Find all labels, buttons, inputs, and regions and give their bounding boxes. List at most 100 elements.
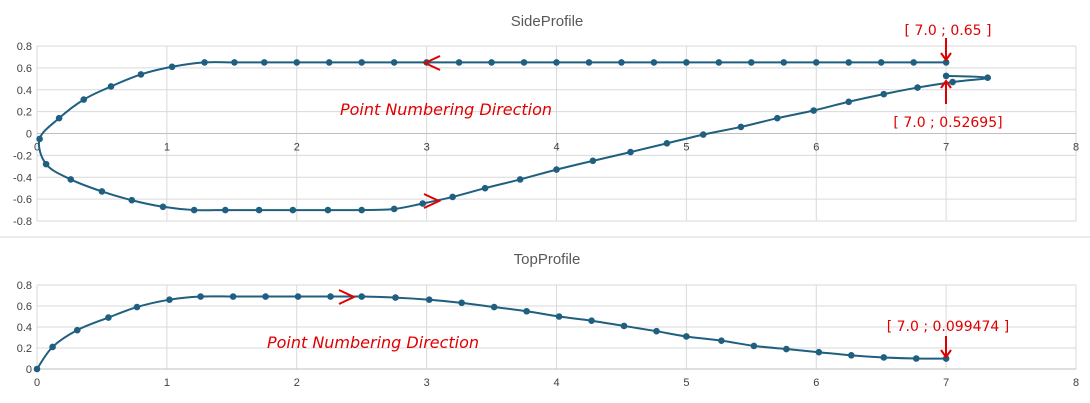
side-profile-data-point <box>683 59 690 66</box>
top-profile-annotation-arrow <box>940 336 952 359</box>
side-profile-data-point <box>190 206 198 214</box>
side-profile-data-point <box>390 205 398 213</box>
top-profile-data-point <box>620 322 628 330</box>
side-profile-x-tick-label: 7 <box>943 142 949 154</box>
top-profile-data-point <box>942 355 950 362</box>
side-profile-grid <box>36 45 1077 222</box>
side-profile-data-point <box>201 59 208 66</box>
side-profile-data-point <box>358 59 365 66</box>
side-profile-y-tick-label: -0.8 <box>13 216 32 228</box>
top-profile-data-point <box>294 293 302 300</box>
top-profile-data-point <box>33 365 41 373</box>
top-profile-data-point <box>683 333 690 340</box>
side-profile-y-tick-label: 0.2 <box>17 107 32 119</box>
top-profile-data-point <box>392 294 399 301</box>
side-profile-data-point <box>419 200 427 207</box>
top-profile-data-point <box>105 314 112 321</box>
top-profile-data-point <box>425 296 433 304</box>
side-profile-direction-label: Point Numbering Direction <box>340 100 552 119</box>
side-profile-data-point <box>553 59 560 66</box>
top-profile-data-point <box>912 355 920 362</box>
side-profile-y-tick-labels: -0.8 -0.6 -0.4 -0.2 0 0.2 0.4 0.6 0.8 <box>13 41 32 228</box>
side-profile-data-point <box>942 72 950 80</box>
top-profile-data-point <box>490 303 498 311</box>
side-profile-data-point <box>627 148 634 156</box>
side-profile-data-point <box>589 157 597 165</box>
side-profile-data-point <box>358 206 365 214</box>
side-profile-y-tick-label: 0.8 <box>17 41 32 53</box>
side-profile-data-point <box>845 59 853 66</box>
side-profile-data-point <box>107 83 115 90</box>
top-profile-y-tick-label: 0.8 <box>17 280 32 292</box>
top-profile-data-point <box>458 299 465 307</box>
side-profile-data-point <box>137 71 145 78</box>
side-profile-data-point <box>699 131 707 138</box>
side-profile-annotation-upper-arrow <box>940 38 952 62</box>
side-profile-data-point <box>67 176 75 183</box>
top-profile-data-point <box>523 307 530 315</box>
side-profile-annotation-lower: [ 7.0 ; 0.52695] <box>893 115 1002 131</box>
side-profile-direction-arrow-lower <box>423 193 442 209</box>
side-profile-data-point <box>222 206 229 214</box>
top-profile-y-tick-labels: 0 0.2 0.4 0.6 0.8 <box>17 280 32 376</box>
side-profile-data-point <box>42 160 50 168</box>
side-profile-data-point <box>455 59 463 66</box>
top-profile-data-point <box>588 317 595 325</box>
side-profile-x-tick-label: 8 <box>1073 142 1079 154</box>
side-profile-data-point <box>231 59 238 66</box>
side-profile-x-tick-label: 6 <box>813 142 819 154</box>
top-profile-x-tick-label: 8 <box>1073 377 1079 389</box>
top-profile-data-point <box>653 327 660 335</box>
top-profile-data-point <box>262 293 269 300</box>
side-profile-x-tick-label: 1 <box>164 142 170 154</box>
side-profile-x-tick-labels: 0 1 2 3 4 5 6 7 8 <box>34 142 1079 154</box>
side-profile-data-point <box>481 184 489 192</box>
side-profile-data-point <box>159 203 167 211</box>
side-profile-y-tick-label: 0.6 <box>17 63 32 75</box>
side-profile-data-point <box>715 59 723 66</box>
side-profile-y-tick-label: -0.6 <box>13 194 32 206</box>
top-profile-data-point <box>133 303 141 311</box>
top-profile-data-point <box>166 296 173 304</box>
side-profile-series-points <box>36 59 991 214</box>
side-profile-annotation-lower-arrow <box>940 79 952 104</box>
side-profile-data-point <box>773 114 781 122</box>
top-profile-x-tick-label: 7 <box>943 377 949 389</box>
side-profile-data-point <box>260 59 268 66</box>
side-profile-data-point <box>520 59 528 66</box>
top-profile-y-tick-label: 0.2 <box>17 343 32 355</box>
top-profile-chart: TopProfile 0 1 2 3 4 5 6 7 8 0 0.2 0.4 0.6 0.8 [ 7.0… <box>17 251 1079 389</box>
top-profile-x-tick-label: 4 <box>553 377 559 389</box>
top-profile-data-point <box>750 342 758 350</box>
side-profile-data-point <box>585 59 593 66</box>
side-profile-data-point <box>55 114 63 122</box>
top-profile-data-point <box>49 343 56 351</box>
top-profile-data-point <box>848 352 855 359</box>
top-profile-x-tick-label: 2 <box>294 377 300 389</box>
side-profile-data-point <box>880 90 888 98</box>
side-profile-data-point <box>325 59 333 66</box>
top-profile-data-point <box>73 326 81 334</box>
side-profile-x-tick-label: 5 <box>683 142 689 154</box>
side-profile-data-point <box>650 59 658 66</box>
top-profile-x-tick-labels: 0 1 2 3 4 5 6 7 8 <box>34 377 1079 389</box>
side-profile-data-point <box>618 59 625 66</box>
top-profile-direction-arrow <box>338 289 357 305</box>
side-profile-data-point <box>516 176 524 183</box>
side-profile-x-tick-label: 4 <box>553 142 559 154</box>
side-profile-data-point <box>449 193 456 201</box>
side-profile-x-tick-label: 3 <box>424 142 430 154</box>
top-profile-annotation: [ 7.0 ; 0.099474 ] <box>887 319 1010 335</box>
side-profile-data-point <box>737 123 745 131</box>
side-profile-data-point <box>128 196 136 204</box>
side-profile-data-point <box>942 59 950 66</box>
side-profile-data-point <box>748 59 755 66</box>
side-profile-data-point <box>984 74 991 82</box>
side-profile-data-point <box>289 206 297 214</box>
side-profile-y-tick-label: -0.2 <box>13 150 32 162</box>
side-profile-data-point <box>812 59 820 66</box>
side-profile-data-point <box>390 59 398 66</box>
side-profile-data-point <box>553 166 560 173</box>
top-profile-data-point <box>555 313 563 320</box>
